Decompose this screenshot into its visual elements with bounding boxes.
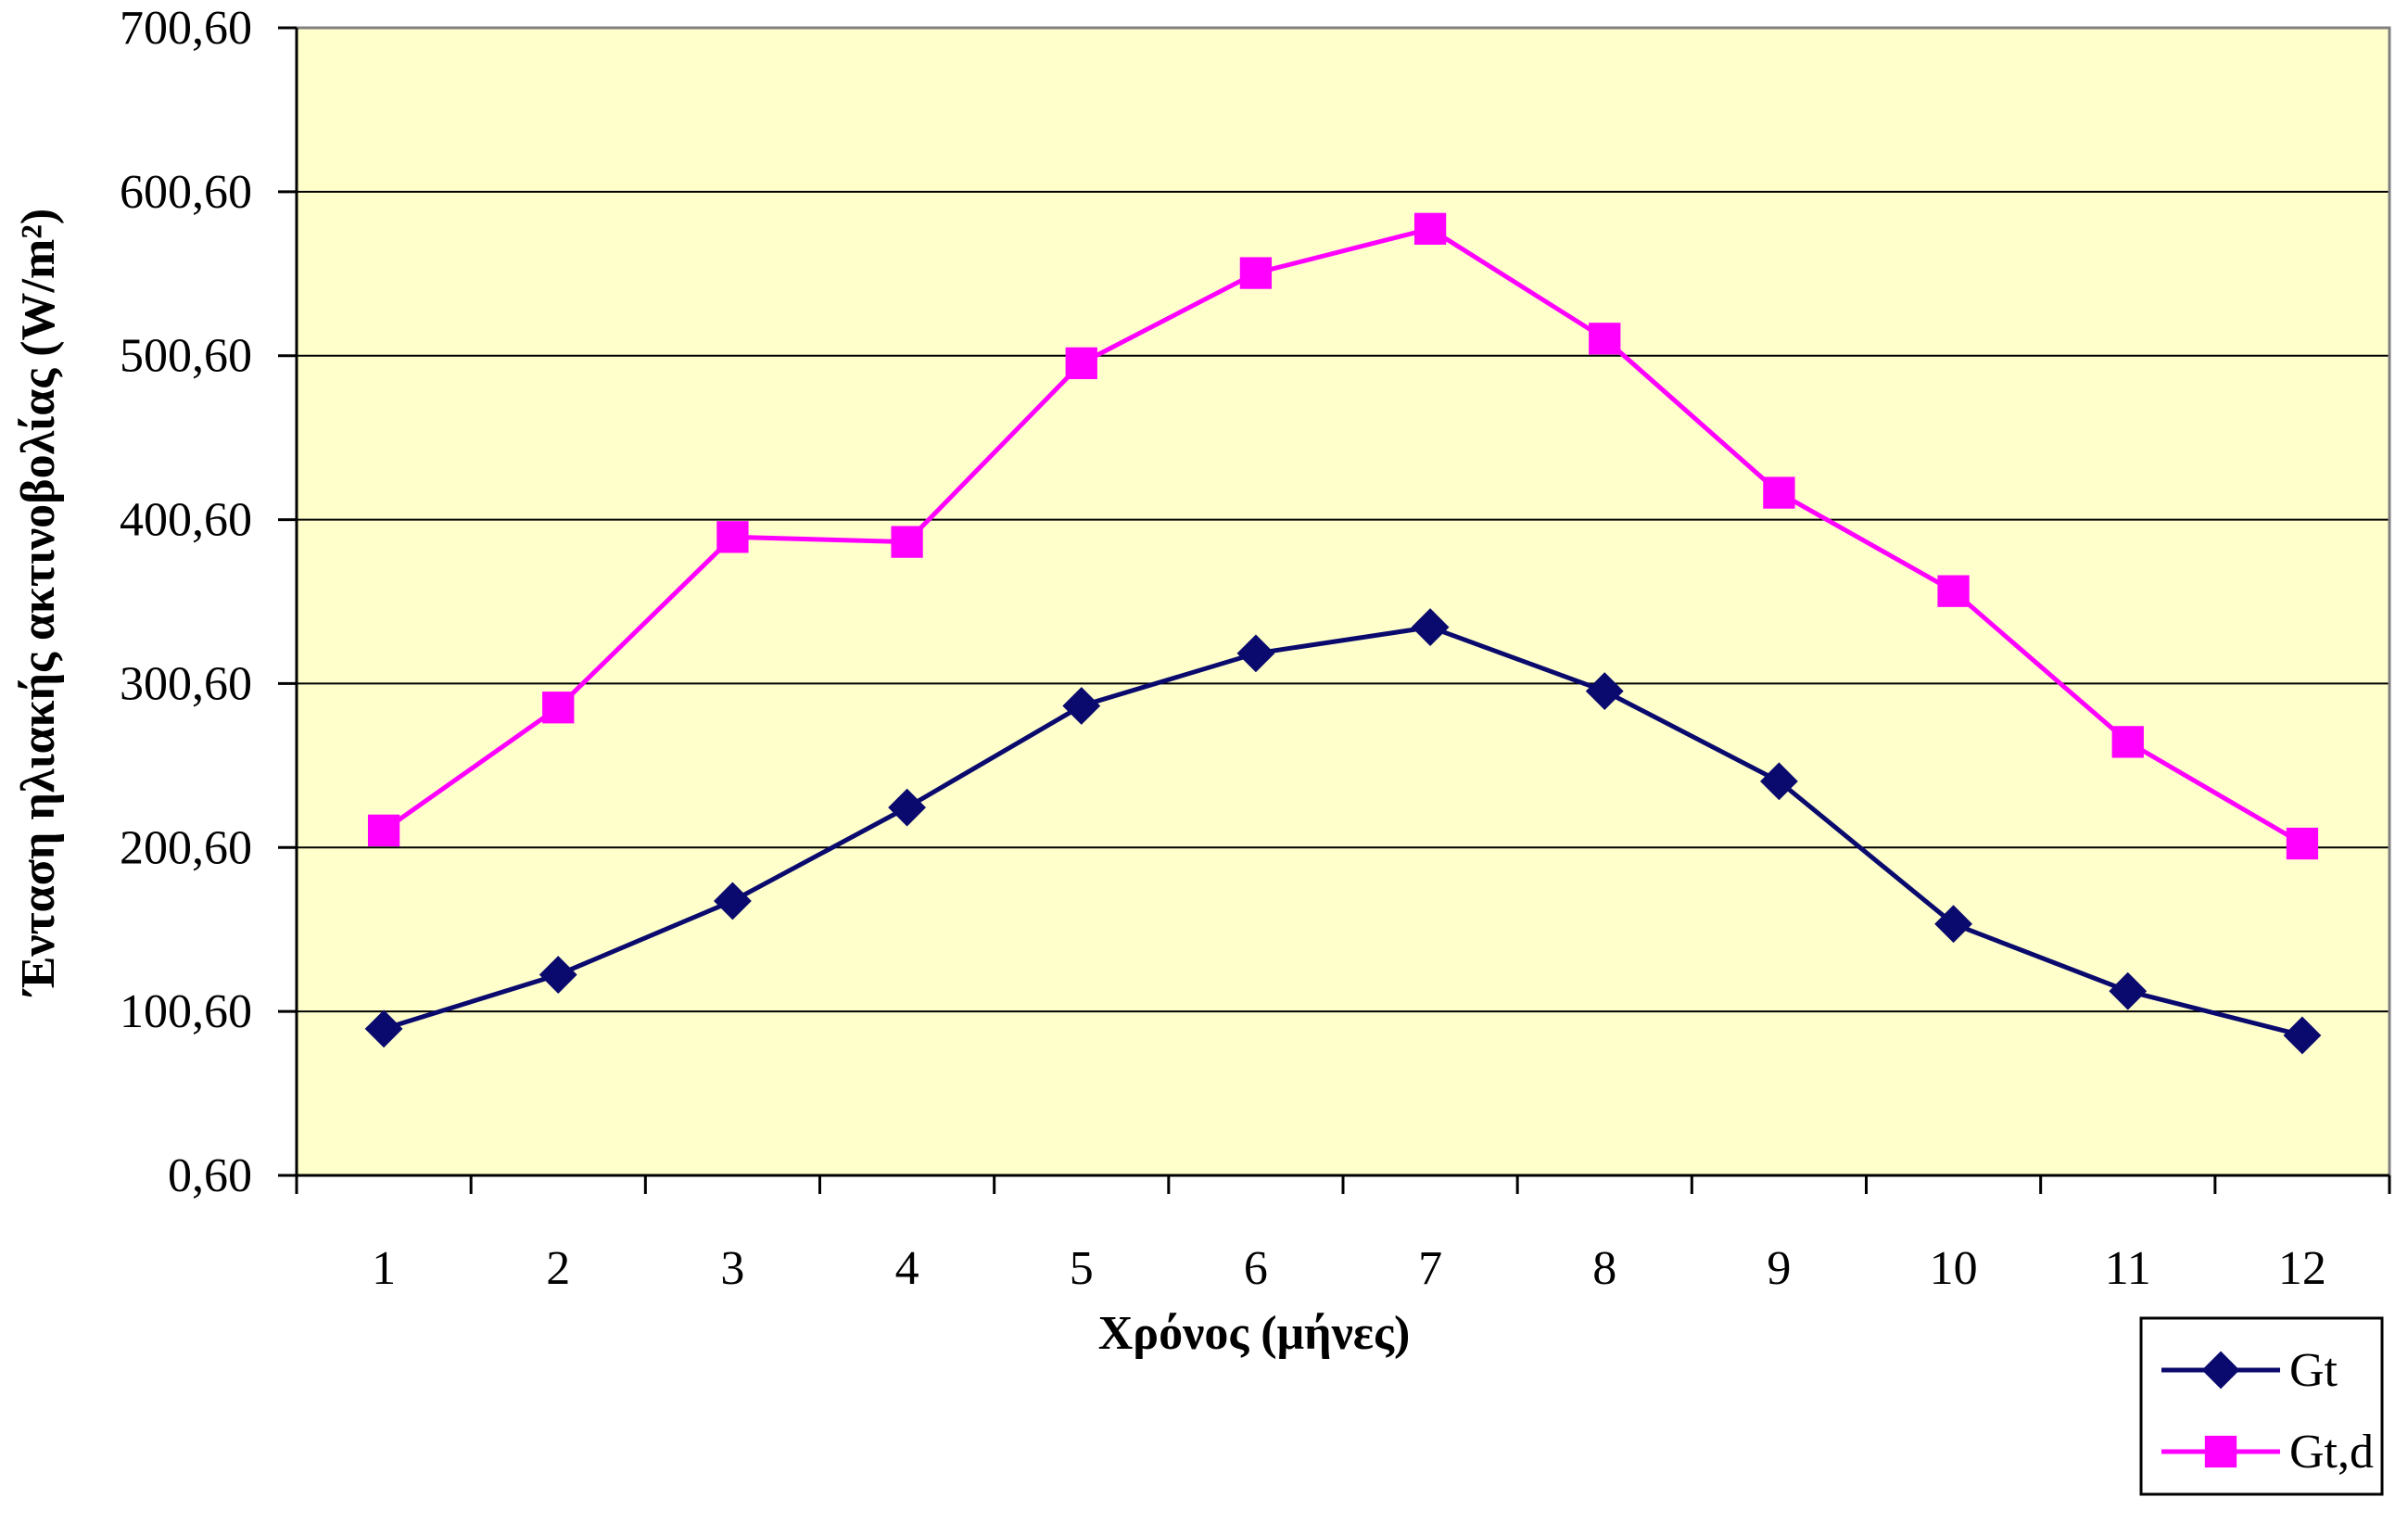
data-point [364, 1009, 403, 1048]
series-line [383, 625, 2303, 1038]
y-tick-label: 400,60 [120, 494, 252, 547]
x-tick-label: 6 [1244, 1242, 1268, 1295]
series-gt-d [367, 212, 2319, 860]
gridlines [297, 190, 2389, 1013]
data-point [1411, 608, 1450, 647]
data-point [1937, 575, 1970, 607]
data-point [2283, 1016, 2322, 1055]
x-tick-label: 5 [1070, 1242, 1094, 1295]
legend-box [2139, 1316, 2384, 1496]
x-tick-label: 3 [720, 1242, 744, 1295]
data-point [888, 788, 926, 827]
data-point [1413, 212, 1447, 245]
x-axis-title: Χρόνος (μήνες) [1098, 1307, 1411, 1360]
x-tick-label: 8 [1592, 1242, 1616, 1295]
legend-label: Gt [2289, 1344, 2338, 1397]
y-tick-label: 600,60 [120, 166, 252, 219]
data-point [542, 692, 575, 724]
data-point [367, 814, 400, 847]
legend-item: Gt,d [2161, 1426, 2374, 1479]
data-point [2201, 1351, 2240, 1390]
y-tick-label: 300,60 [120, 657, 252, 710]
series-group [364, 212, 2322, 1055]
plot-area [297, 28, 2389, 1175]
x-tick-label: 1 [372, 1242, 396, 1295]
data-point [891, 526, 923, 558]
y-tick-label: 0,60 [168, 1149, 252, 1202]
y-tick-label: 500,60 [120, 330, 252, 383]
data-point [2204, 1435, 2237, 1468]
data-point [1763, 476, 1795, 509]
x-tick-label: 11 [2105, 1242, 2151, 1295]
y-tick-labels: 0,60 100,60 200,60 300,60 400,60 500,60 600,60… [120, 2, 252, 1202]
data-point [1065, 347, 1097, 379]
axes [278, 26, 2391, 1194]
series-line [382, 226, 2304, 846]
data-point [1062, 687, 1101, 725]
data-point [2111, 726, 2144, 758]
data-point [1934, 905, 1972, 944]
data-point [539, 956, 577, 994]
data-point [2109, 971, 2148, 1010]
y-tick-label: 200,60 [120, 821, 252, 874]
legend: Gt Gt,d [2139, 1316, 2384, 1496]
x-tick-label: 10 [1930, 1242, 1978, 1295]
y-tick-label: 700,60 [120, 2, 252, 55]
legend-item: Gt [2161, 1344, 2338, 1397]
x-tick-label: 2 [546, 1242, 570, 1295]
legend-label: Gt,d [2289, 1426, 2374, 1479]
x-tick-label: 4 [895, 1242, 919, 1295]
x-tick-labels: 1 2 3 4 5 6 7 8 9 10 11 12 [372, 1242, 2326, 1295]
data-point [1236, 634, 1275, 673]
data-point [1239, 257, 1273, 289]
y-tick-label: 100,60 [120, 985, 252, 1038]
data-point [714, 882, 752, 920]
x-tick-label: 7 [1418, 1242, 1442, 1295]
series-gt [364, 608, 2322, 1055]
y-axis-title: Ένταση ηλιακής ακτινοβολίας (W/m²) [12, 209, 65, 997]
x-tick-label: 12 [2278, 1242, 2326, 1295]
data-point [2286, 827, 2319, 860]
data-point [1585, 672, 1624, 710]
x-tick-label: 9 [1767, 1242, 1791, 1295]
data-point [1760, 762, 1798, 801]
data-point [716, 521, 749, 553]
data-point [1589, 323, 1621, 355]
